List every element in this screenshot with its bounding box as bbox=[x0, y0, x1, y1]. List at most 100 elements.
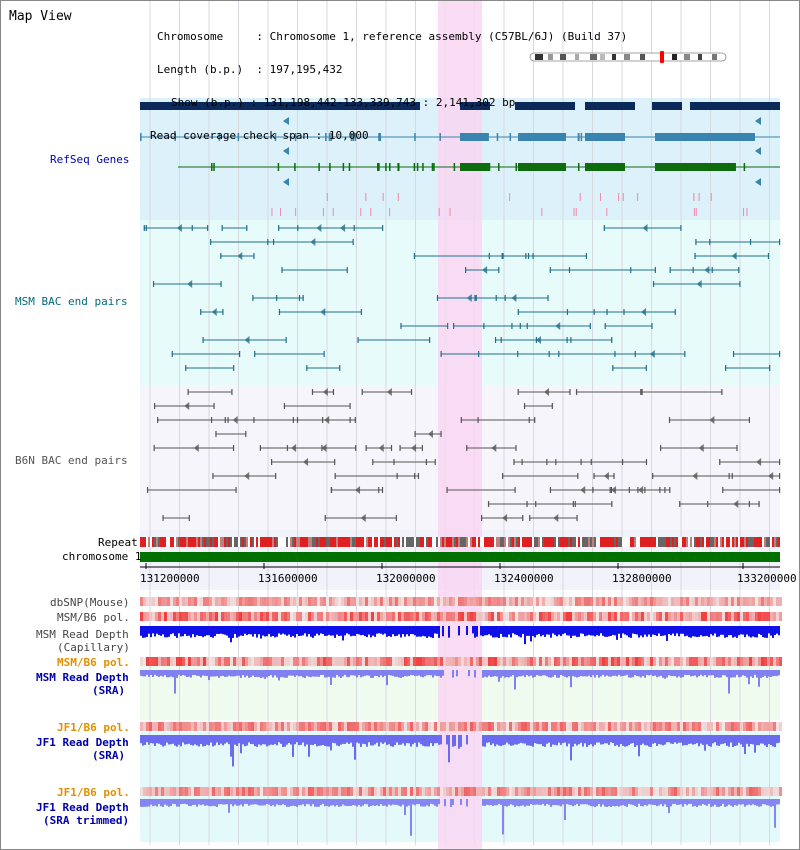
snp-tick bbox=[449, 208, 451, 216]
jf1-trim-depth bbox=[578, 799, 580, 807]
msm-pol-heat bbox=[659, 612, 662, 621]
msm-pol-heat bbox=[458, 612, 461, 621]
dbsnp-heat bbox=[236, 597, 239, 606]
jf1-pol-heat bbox=[737, 722, 740, 731]
jf1-trim-depth bbox=[154, 799, 156, 806]
jf1-trim-depth bbox=[438, 799, 440, 805]
dbsnp-heat bbox=[293, 597, 296, 606]
msm-pol-sra-heat bbox=[224, 657, 227, 666]
msm-pol-sra-heat bbox=[269, 657, 272, 666]
msm-sra-depth bbox=[274, 670, 276, 676]
jf1-sra-depth bbox=[504, 735, 506, 745]
msm-cap-depth bbox=[366, 626, 368, 638]
msm-pol-heat bbox=[653, 612, 656, 621]
jf1-trim-depth bbox=[164, 799, 166, 805]
msm-sra-depth bbox=[320, 670, 322, 675]
repeat-segment bbox=[756, 537, 758, 547]
dbsnp-heat bbox=[287, 597, 290, 606]
repeat-segment bbox=[436, 537, 438, 547]
jf1-pol-trim-heat bbox=[536, 787, 539, 796]
msm-pol-sra-heat bbox=[524, 657, 527, 666]
msm-pol-heat bbox=[455, 612, 458, 621]
jf1-pol-heat bbox=[731, 722, 734, 731]
jf1-sra-depth bbox=[594, 735, 596, 745]
msm-bac-end bbox=[606, 309, 608, 315]
dbsnp-heat bbox=[716, 597, 719, 606]
msm-pol-sra-heat bbox=[467, 657, 470, 666]
jf1-trim-depth bbox=[500, 799, 502, 805]
msm-sra-depth bbox=[572, 670, 574, 677]
msm-pol-sra-heat bbox=[512, 657, 515, 666]
msm-cap-depth bbox=[188, 626, 190, 636]
jf1-sra-depth bbox=[326, 735, 328, 747]
jf1-sra-depth bbox=[140, 735, 142, 744]
msm-sra-depth bbox=[392, 670, 394, 676]
msm-pol-heat bbox=[326, 612, 329, 621]
msm-pol-heat bbox=[395, 612, 398, 621]
msm-pol-heat bbox=[749, 612, 752, 621]
jf1-pol-heat bbox=[176, 722, 179, 731]
dbsnp-heat bbox=[179, 597, 182, 606]
msm-bac-arrow bbox=[340, 224, 346, 232]
jf1-pol-heat bbox=[386, 722, 389, 731]
msm-cap-depth bbox=[710, 626, 712, 635]
msm-pol-heat bbox=[383, 612, 386, 621]
msm-bac-end bbox=[413, 253, 416, 259]
jf1-trim-depth bbox=[142, 799, 144, 807]
dbsnp-heat bbox=[455, 597, 458, 606]
jf1-trim-depth bbox=[216, 799, 218, 807]
repeat-segment bbox=[630, 537, 632, 547]
msm-bac-label[interactable]: MSM BAC end pairs bbox=[15, 295, 128, 308]
msm-cap-depth bbox=[664, 626, 666, 636]
jf1-pol-heat bbox=[509, 722, 512, 731]
msm-bac-end bbox=[738, 267, 740, 273]
msm-sra-depth bbox=[146, 670, 148, 675]
jf1-pol-heat bbox=[359, 722, 362, 731]
repeat-segment bbox=[178, 537, 180, 547]
b6n-bac-end bbox=[154, 403, 156, 409]
jf1-sra-depth bbox=[606, 735, 608, 744]
jf1-pol-trim-heat bbox=[587, 787, 590, 796]
repeat-segment bbox=[692, 537, 694, 547]
jf1-depth-sra-label-1: JF1 Read Depth bbox=[36, 736, 129, 749]
msm-bac-end bbox=[494, 337, 497, 343]
jf1-trim-depth bbox=[398, 799, 400, 806]
dbsnp-heat bbox=[617, 597, 620, 606]
msm-sra-depth bbox=[172, 670, 174, 678]
msm-bac-end bbox=[221, 225, 223, 231]
msm-cap-depth bbox=[652, 626, 654, 635]
jf1-trim-depth bbox=[630, 799, 632, 805]
jf1-pol-heat bbox=[647, 722, 650, 731]
dbsnp-heat bbox=[407, 597, 410, 606]
refseq-genes-label[interactable]: RefSeq Genes bbox=[50, 153, 130, 166]
msm-sra-depth bbox=[200, 670, 202, 678]
gene-block bbox=[585, 163, 625, 171]
msm-sra-depth bbox=[624, 670, 626, 676]
repeat-segment bbox=[742, 537, 744, 547]
jf1-sra-depth bbox=[734, 735, 736, 747]
repeat-segment bbox=[556, 537, 558, 547]
msm-cap-depth bbox=[288, 626, 290, 635]
jf1-trim-depth bbox=[342, 799, 344, 805]
msm-cap-depth bbox=[356, 626, 358, 634]
b6n-bac-label[interactable]: B6N BAC end pairs bbox=[15, 454, 128, 467]
repeat-segment bbox=[190, 537, 192, 547]
repeat-segment bbox=[468, 537, 470, 547]
msm-cap-depth bbox=[206, 626, 208, 636]
jf1-pol-trim-heat bbox=[389, 787, 392, 796]
msm-bac-end bbox=[527, 253, 530, 259]
gene-exon bbox=[515, 163, 517, 171]
repeat-segment bbox=[186, 537, 188, 547]
jf1-pol-trim-heat bbox=[638, 787, 641, 796]
repeat-segment bbox=[720, 537, 722, 547]
msm-cap-depth bbox=[386, 626, 388, 637]
msm-cap-depth bbox=[492, 626, 494, 638]
msm-sra-depth bbox=[332, 670, 334, 678]
msm-pol-heat bbox=[638, 612, 641, 621]
msm-pol-heat bbox=[758, 612, 761, 621]
jf1-pol-trim-heat bbox=[452, 787, 455, 796]
jf1-sra-depth bbox=[536, 735, 538, 744]
b6n-bac-end bbox=[372, 459, 374, 465]
jf1-pol-trim-heat bbox=[431, 787, 434, 796]
